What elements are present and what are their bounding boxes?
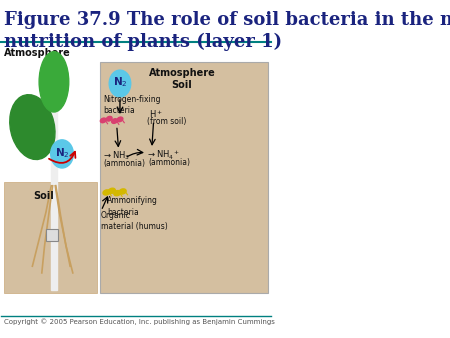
Ellipse shape	[10, 95, 55, 160]
Text: Atmosphere: Atmosphere	[148, 68, 215, 78]
Ellipse shape	[112, 119, 117, 123]
Ellipse shape	[119, 189, 126, 194]
Text: Organic
material (humus): Organic material (humus)	[101, 211, 168, 231]
Ellipse shape	[103, 190, 110, 195]
FancyBboxPatch shape	[4, 183, 97, 293]
Text: Atmosphere: Atmosphere	[4, 48, 71, 58]
Ellipse shape	[114, 191, 121, 196]
Text: (from soil): (from soil)	[147, 117, 186, 126]
Text: H$^+$: H$^+$	[149, 108, 163, 120]
Ellipse shape	[106, 116, 112, 121]
Text: Figure 37.9 The role of soil bacteria in the nitrogen
nutrition of plants (layer: Figure 37.9 The role of soil bacteria in…	[4, 11, 450, 51]
Text: Soil: Soil	[34, 191, 54, 201]
Text: Nitrogen-fixing
bacteria: Nitrogen-fixing bacteria	[103, 95, 161, 115]
Text: N$_2$: N$_2$	[55, 146, 69, 160]
FancyBboxPatch shape	[100, 62, 268, 293]
Ellipse shape	[39, 52, 69, 112]
Polygon shape	[51, 102, 57, 290]
Text: (ammonia): (ammonia)	[103, 159, 145, 168]
Ellipse shape	[100, 118, 106, 123]
Circle shape	[109, 70, 131, 97]
Circle shape	[51, 140, 73, 168]
Text: Ammonifying
bacteria: Ammonifying bacteria	[107, 196, 158, 217]
Text: Soil: Soil	[171, 80, 192, 90]
Ellipse shape	[108, 188, 115, 193]
Text: (ammonia): (ammonia)	[148, 158, 190, 167]
Text: N$_2$: N$_2$	[112, 76, 127, 90]
Text: $\rightarrow$NH$_4$$^+$: $\rightarrow$NH$_4$$^+$	[146, 149, 180, 162]
Text: Copyright © 2005 Pearson Education, Inc. publishing as Benjamin Cummings: Copyright © 2005 Pearson Education, Inc.…	[4, 318, 275, 325]
Ellipse shape	[117, 117, 123, 122]
Text: $\rightarrow$NH$_3$: $\rightarrow$NH$_3$	[103, 149, 130, 162]
FancyBboxPatch shape	[46, 230, 58, 241]
